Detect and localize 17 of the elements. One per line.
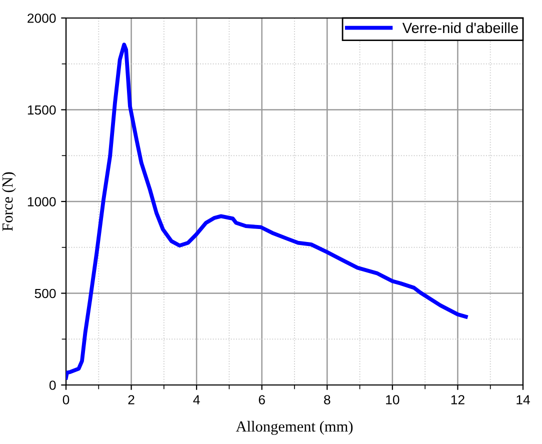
x-tick-label: 4 [193, 395, 200, 404]
x-axis-title: Allongement (mm) [236, 420, 353, 435]
x-tick-label: 8 [324, 395, 330, 404]
x-tick-label: 14 [516, 395, 530, 404]
x-tick-label: 10 [386, 395, 400, 404]
y-tick-label: 500 [34, 288, 56, 298]
x-tick-label: 12 [451, 395, 464, 404]
y-tick-label: 2000 [28, 14, 56, 23]
legend-label: Verre-nid d'abeille [402, 22, 518, 34]
x-tick-label: 6 [258, 395, 265, 404]
x-tick-label: 0 [62, 395, 70, 404]
y-axis-title: Force (N) [2, 172, 16, 231]
y-tick-label: 0 [49, 380, 56, 390]
y-tick-label: 1000 [28, 197, 56, 206]
line-series [66, 42, 468, 380]
y-tick-label: 1500 [28, 105, 56, 115]
x-tick-label: 2 [128, 395, 134, 404]
